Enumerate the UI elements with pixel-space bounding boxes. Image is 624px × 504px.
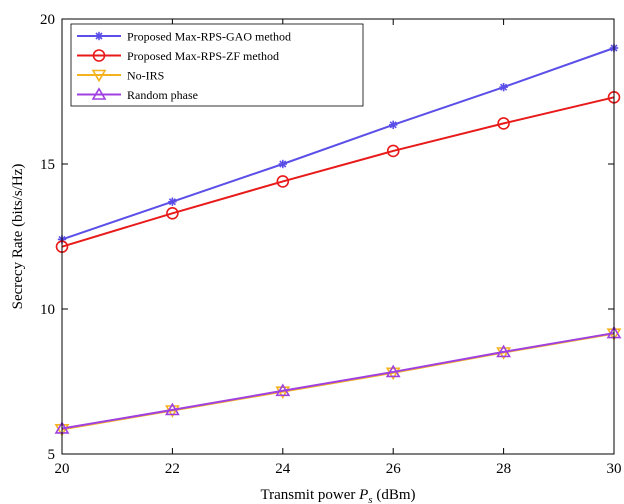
x-axis-label-text: Transmit power xyxy=(261,487,356,503)
axis-ticks: 20 22 24 26 28 30 5 10 15 20 xyxy=(40,12,622,477)
series-line xyxy=(61,96,615,248)
data-point xyxy=(275,383,291,397)
series-1 xyxy=(55,91,621,253)
data-point xyxy=(278,159,287,169)
legend-items: Proposed Max-RPS-GAO method Proposed Max-… xyxy=(77,30,291,102)
x-tick-label: 28 xyxy=(496,461,511,477)
legend-entry: Proposed Max-RPS-GAO method xyxy=(77,30,291,44)
legend-marker xyxy=(91,69,107,83)
legend-label: No-IRS xyxy=(127,69,164,83)
legend-entry: Proposed Max-RPS-ZF method xyxy=(77,49,279,63)
legend-marker xyxy=(91,87,107,100)
y-tick-label: 15 xyxy=(40,157,55,173)
legend-label: Proposed Max-RPS-ZF method xyxy=(127,49,279,63)
legend-label: Random phase xyxy=(127,88,198,102)
plot-frame xyxy=(61,18,615,455)
legend-marker xyxy=(92,49,106,62)
data-point xyxy=(386,144,400,158)
x-axis-label-symbol: P xyxy=(358,487,368,503)
data-point xyxy=(276,175,290,188)
legend-entry: No-IRS xyxy=(77,69,164,83)
series-line xyxy=(61,47,615,241)
legend: Proposed Max-RPS-GAO method Proposed Max-… xyxy=(70,23,364,107)
x-tick-label: 24 xyxy=(275,461,291,477)
x-tick-label: 20 xyxy=(55,461,70,477)
x-axis-label-subscript: s xyxy=(368,494,372,504)
legend-box xyxy=(70,23,364,107)
y-tick-label: 10 xyxy=(40,302,55,318)
data-point xyxy=(389,120,398,130)
x-axis-label: Transmit power Ps (dBm) xyxy=(261,487,416,504)
x-tick-label: 22 xyxy=(165,461,180,477)
y-tick-label: 5 xyxy=(48,447,56,463)
series-3 xyxy=(54,325,622,434)
data-point xyxy=(385,364,401,378)
data-point xyxy=(165,402,180,416)
y-tick-label: 20 xyxy=(40,12,55,28)
data-point xyxy=(497,117,510,130)
legend-entry: Random phase xyxy=(77,87,198,102)
x-tick-label: 30 xyxy=(607,461,622,477)
legend-marker xyxy=(94,31,104,41)
data-point xyxy=(168,197,177,206)
data-point xyxy=(166,207,179,220)
x-axis-label-unit: (dBm) xyxy=(376,487,415,503)
series-line xyxy=(61,332,615,430)
y-axis-label: Secrecy Rate (bits/s/Hz) xyxy=(10,164,26,310)
data-point xyxy=(499,82,508,92)
legend-label: Proposed Max-RPS-GAO method xyxy=(127,30,291,44)
data-point xyxy=(496,344,511,358)
x-tick-label: 26 xyxy=(386,461,402,477)
